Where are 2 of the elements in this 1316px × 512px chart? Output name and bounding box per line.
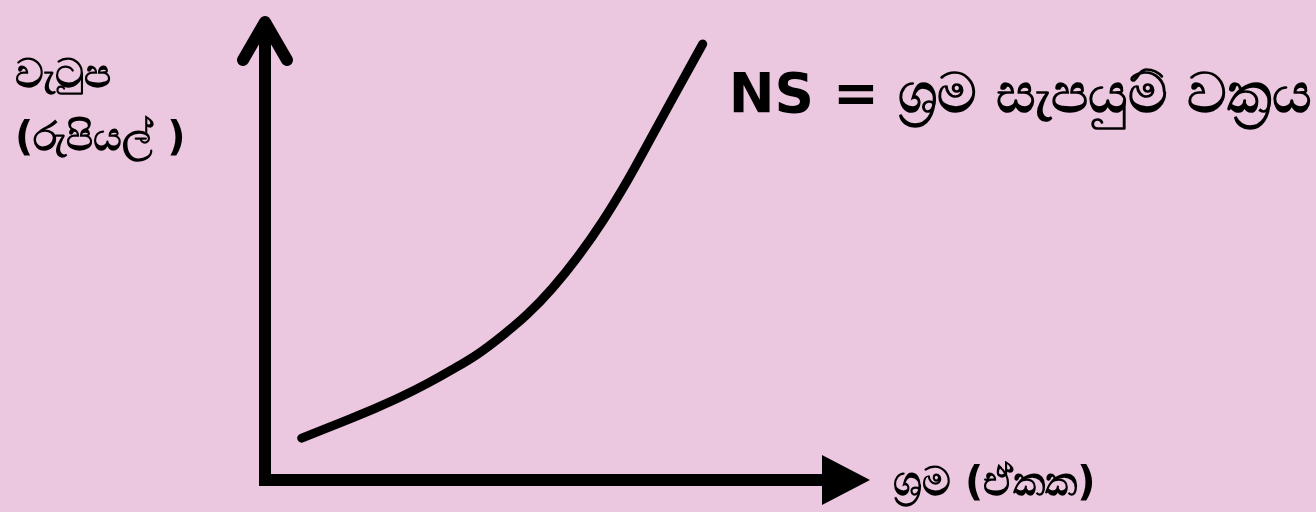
ylabel: වැටුප (රුපියල් ) (11, 42, 190, 168)
xlabel: ශ්‍රම (ඒකක) (889, 455, 1100, 507)
